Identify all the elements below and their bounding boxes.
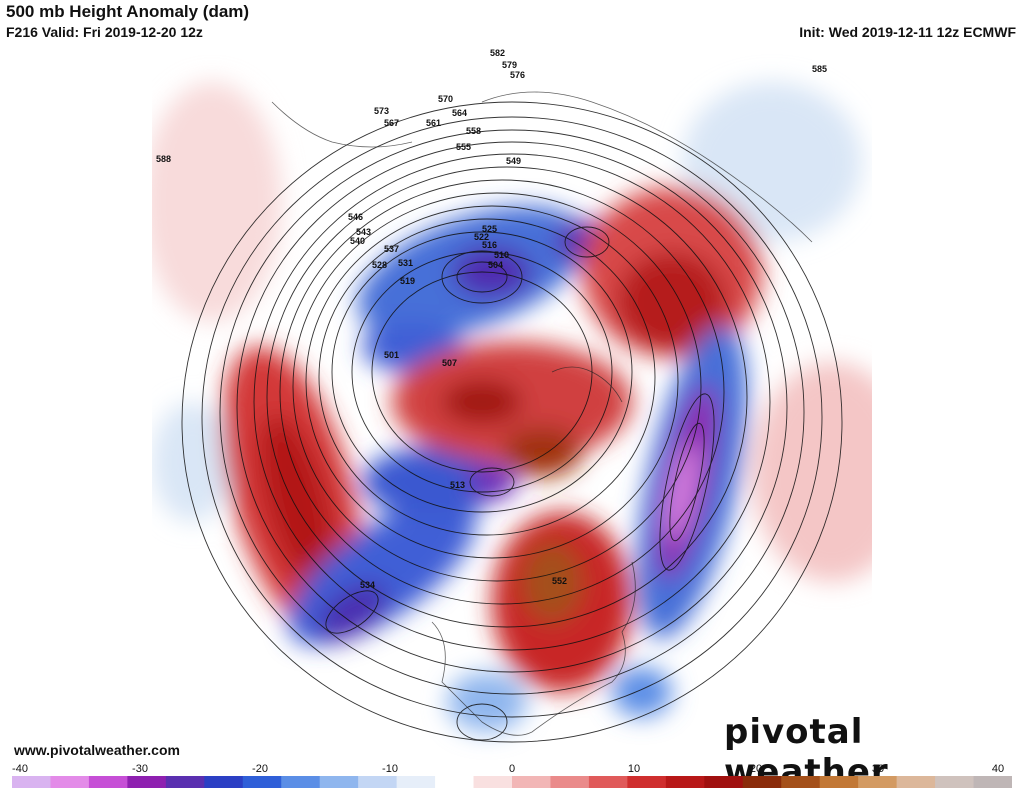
colorbar-segment xyxy=(473,776,513,788)
contour-label: 549 xyxy=(506,156,521,166)
colorbar-segment xyxy=(858,776,898,788)
anomaly-map: 582 579 576 570 567 573 564 561 558 555 … xyxy=(152,42,872,762)
colorbar-tick: 20 xyxy=(749,763,763,775)
coastlines xyxy=(271,91,813,736)
contour-label: 582 xyxy=(490,48,505,58)
colorbar-tick: -30 xyxy=(132,763,148,775)
colorbar-segment xyxy=(935,776,975,788)
colorbar-segment xyxy=(742,776,782,788)
contour-label: 513 xyxy=(450,480,465,490)
contour-label: 525 xyxy=(482,224,497,234)
colorbar-segment xyxy=(704,776,744,788)
colorbar-tick: -40 xyxy=(12,763,28,775)
colorbar-tick: 40 xyxy=(991,763,1005,775)
colorbar-segment xyxy=(319,776,359,788)
site-url: www.pivotalweather.com xyxy=(14,742,180,758)
colorbar-segment xyxy=(88,776,128,788)
contour-label: 567 xyxy=(384,118,399,128)
colorbar-tick: -10 xyxy=(382,763,398,775)
contour-label: 561 xyxy=(426,118,441,128)
contour-label: 558 xyxy=(466,126,481,136)
colorbar-segment xyxy=(242,776,282,788)
contour-label: 528 xyxy=(372,260,387,270)
contour-label: 552 xyxy=(552,576,567,586)
anomaly-shading xyxy=(152,82,872,732)
colorbar-segment xyxy=(127,776,167,788)
colorbar-tick: 0 xyxy=(508,763,516,775)
contour-label: 588 xyxy=(156,154,171,164)
colorbar-segment xyxy=(550,776,590,788)
contour-label: 585 xyxy=(812,64,827,74)
colorbar-strip xyxy=(12,776,1012,788)
colorbar: -40 -30 -20 -10 0 10 20 30 40 xyxy=(12,763,1012,791)
colorbar-segment xyxy=(165,776,205,788)
colorbar-segment xyxy=(358,776,398,788)
colorbar-segment xyxy=(588,776,628,788)
contour-labels: 582 579 576 570 567 573 564 561 558 555 … xyxy=(156,48,827,590)
contour-label: 570 xyxy=(438,94,453,104)
valid-time: F216 Valid: Fri 2019-12-20 12z xyxy=(6,24,203,40)
contour-label: 564 xyxy=(452,108,467,118)
colorbar-segment xyxy=(12,776,51,788)
contour-label: 531 xyxy=(398,258,413,268)
brand-text-part1: pivot xyxy=(724,712,827,752)
colorbar-segment xyxy=(435,776,475,788)
colorbar-segment xyxy=(819,776,859,788)
contour-label: 522 xyxy=(474,232,489,242)
colorbar-tick: 10 xyxy=(627,763,641,775)
colorbar-tick: 30 xyxy=(871,763,885,775)
contour-label: 555 xyxy=(456,142,471,152)
contour-label: 507 xyxy=(442,358,457,368)
contour-label: 579 xyxy=(502,60,517,70)
contour-label: 543 xyxy=(356,227,371,237)
contour-label: 501 xyxy=(384,350,399,360)
contour-label: 573 xyxy=(374,106,389,116)
colorbar-segment xyxy=(204,776,244,788)
map-canvas: 582 579 576 570 567 573 564 561 558 555 … xyxy=(152,42,872,762)
contour-label: 504 xyxy=(488,260,503,270)
colorbar-segment xyxy=(781,776,821,788)
colorbar-segment xyxy=(512,776,551,788)
map-title: 500 mb Height Anomaly (dam) xyxy=(6,2,250,21)
contour-label: 537 xyxy=(384,244,399,254)
colorbar-segment xyxy=(396,776,436,788)
contour-label: 576 xyxy=(510,70,525,80)
contour-label: 540 xyxy=(350,236,365,246)
colorbar-segment xyxy=(973,776,1012,788)
colorbar-segment xyxy=(896,776,936,788)
colorbar-segment xyxy=(665,776,705,788)
contour-label: 510 xyxy=(494,250,509,260)
contour-label: 546 xyxy=(348,212,363,222)
contour-label: 519 xyxy=(400,276,415,286)
contour-label: 516 xyxy=(482,240,497,250)
colorbar-segment xyxy=(627,776,667,788)
colorbar-tick: -20 xyxy=(252,763,268,775)
colorbar-segment xyxy=(281,776,321,788)
init-time: Init: Wed 2019-12-11 12z ECMWF xyxy=(799,24,1016,40)
colorbar-segment xyxy=(50,776,90,788)
height-contours xyxy=(181,101,843,743)
contour-label: 534 xyxy=(360,580,375,590)
